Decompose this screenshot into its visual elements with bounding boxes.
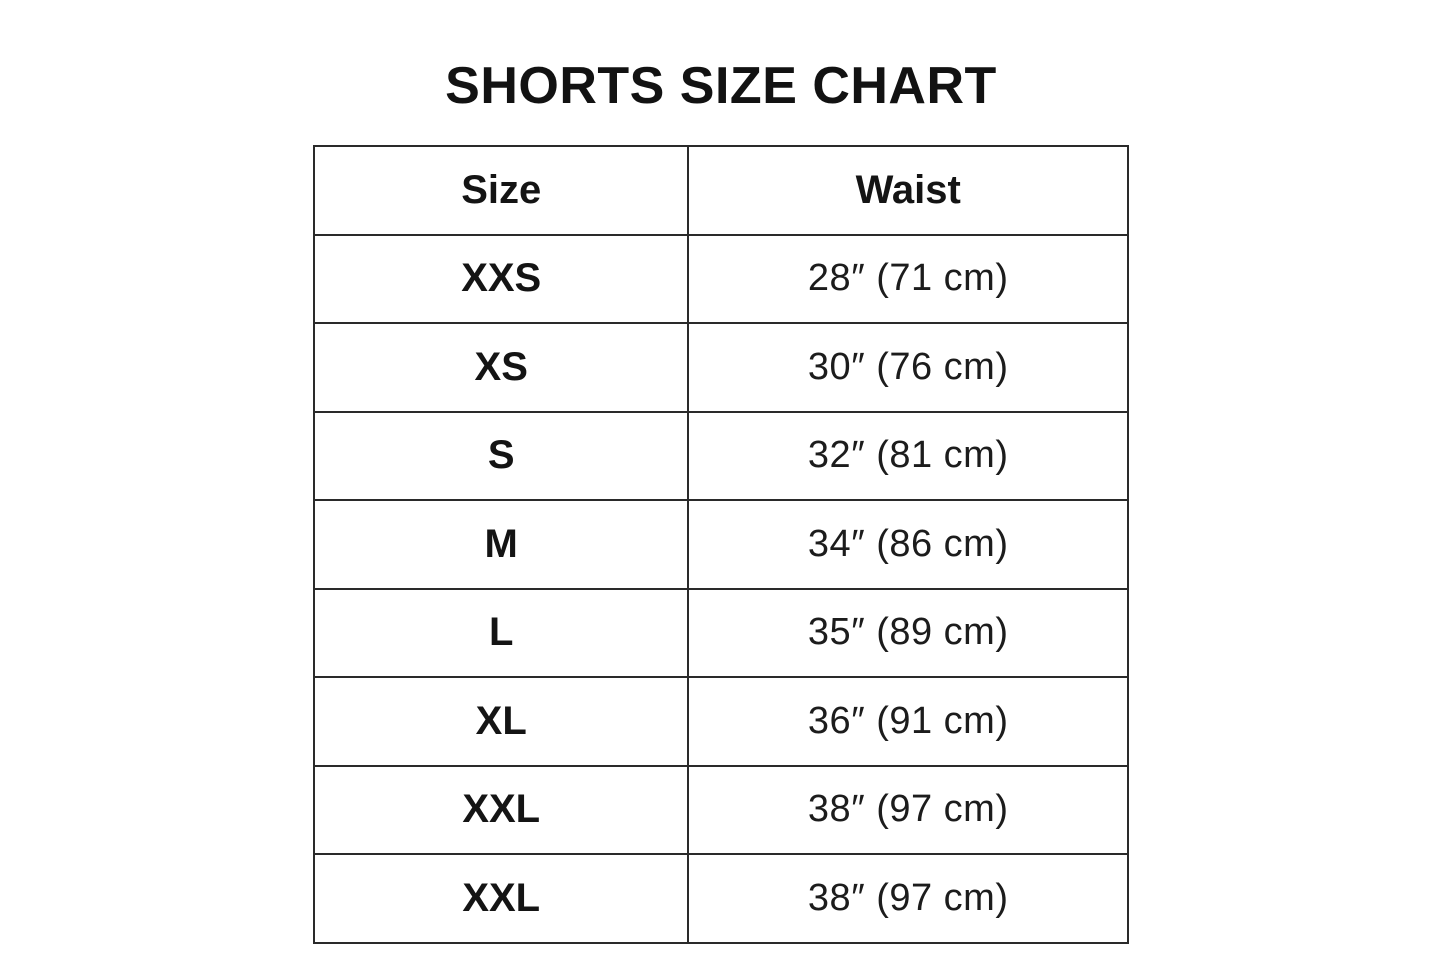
waist-cell: 38″ (97 cm) xyxy=(687,764,1129,855)
column-header-waist: Waist xyxy=(687,145,1129,236)
size-cell: M xyxy=(312,499,690,590)
column-header-size: Size xyxy=(312,145,690,236)
size-cell: L xyxy=(312,587,690,678)
size-cell: XL xyxy=(312,676,690,767)
waist-cell: 28″ (71 cm) xyxy=(687,233,1129,324)
table-row: XL 36″ (91 cm) xyxy=(312,676,1129,767)
waist-cell: 30″ (76 cm) xyxy=(687,322,1129,413)
size-cell: XXS xyxy=(312,233,690,324)
table-row: XXL 38″ (97 cm) xyxy=(312,764,1129,855)
waist-cell: 38″ (97 cm) xyxy=(687,853,1129,944)
table-row: L 35″ (89 cm) xyxy=(312,587,1129,678)
waist-cell: 34″ (86 cm) xyxy=(687,499,1129,590)
table-row: XXL 38″ (97 cm) xyxy=(312,853,1129,944)
waist-cell: 36″ (91 cm) xyxy=(687,676,1129,767)
table-row: S 32″ (81 cm) xyxy=(312,410,1129,501)
waist-cell: 35″ (89 cm) xyxy=(687,587,1129,678)
size-cell: XXL xyxy=(312,853,690,944)
size-cell: XXL xyxy=(312,764,690,855)
size-chart-table: Size Waist XXS 28″ (71 cm) XS 30″ (76 cm… xyxy=(312,145,1129,944)
table-row: XS 30″ (76 cm) xyxy=(312,322,1129,413)
size-cell: S xyxy=(312,410,690,501)
table-row: XXS 28″ (71 cm) xyxy=(312,233,1129,324)
table-row: M 34″ (86 cm) xyxy=(312,499,1129,590)
waist-cell: 32″ (81 cm) xyxy=(687,410,1129,501)
size-cell: XS xyxy=(312,322,690,413)
table-header-row: Size Waist xyxy=(312,145,1129,236)
page-title: SHORTS SIZE CHART xyxy=(445,57,997,115)
